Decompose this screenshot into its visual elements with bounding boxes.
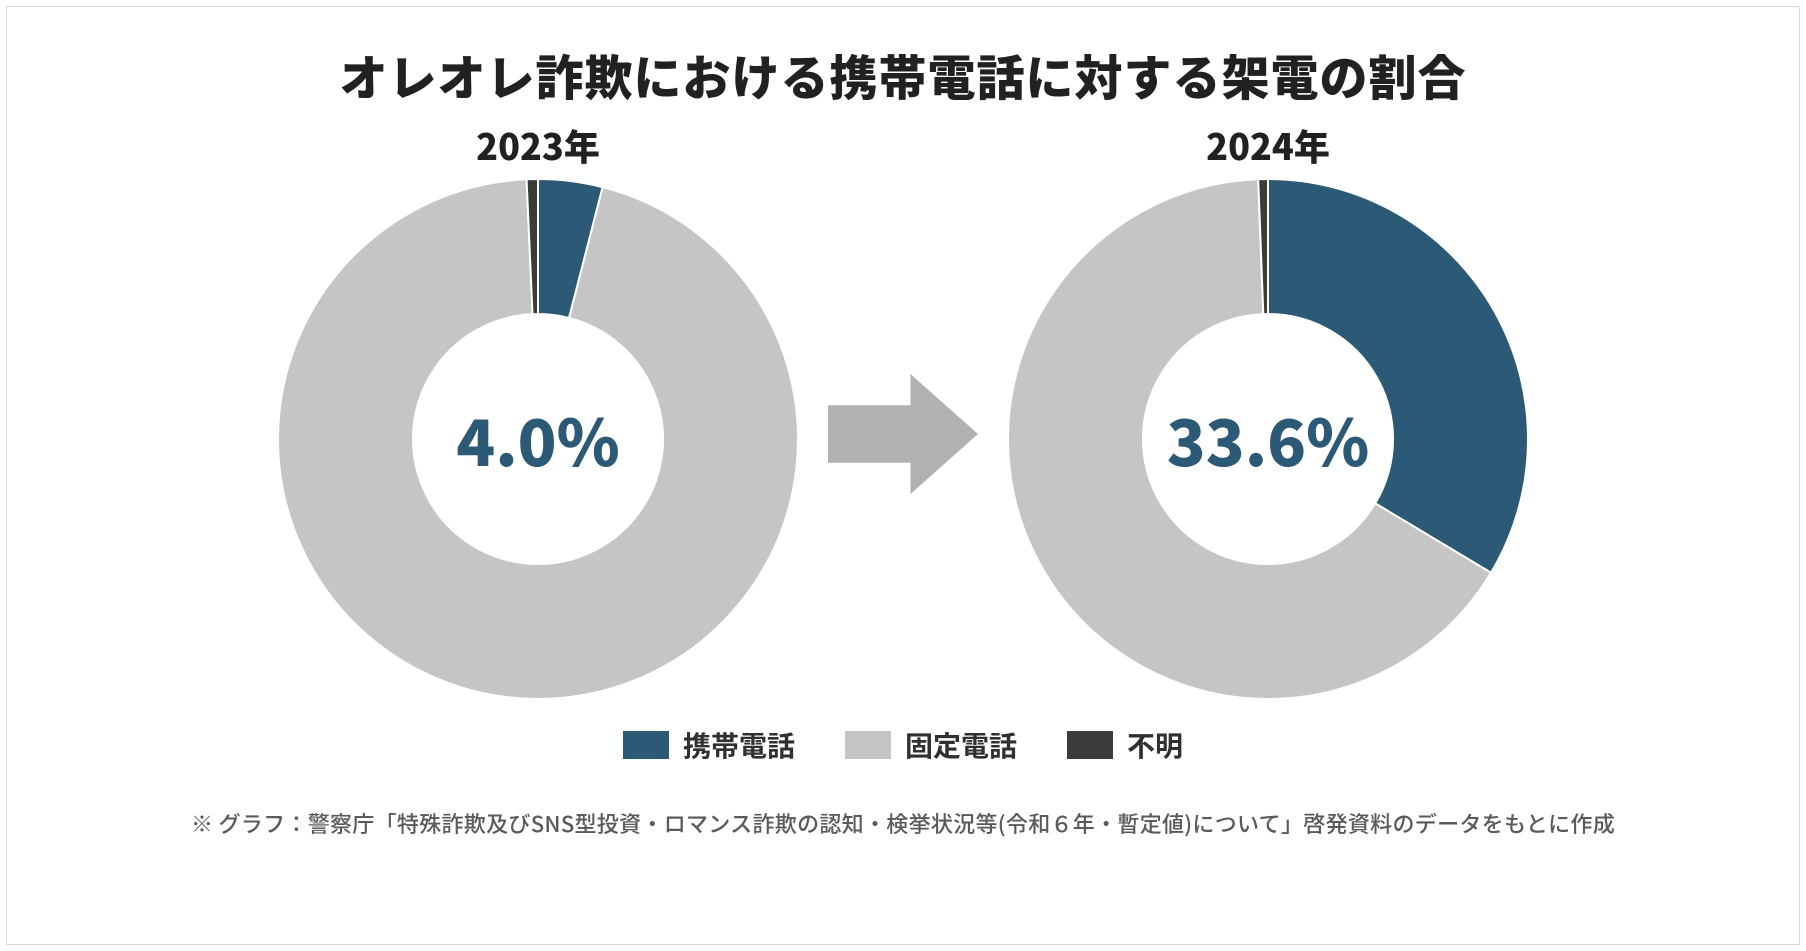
legend: 携帯電話 固定電話 不明 [623, 725, 1183, 765]
arrow-icon [828, 374, 978, 494]
chart-2023: 2023年 4.0% [278, 119, 798, 699]
legend-item-unknown: 不明 [1067, 725, 1183, 765]
chart-2024: 2024年 33.6% [1008, 119, 1528, 699]
legend-item-mobile: 携帯電話 [623, 725, 795, 765]
donut-center-value-2024: 33.6% [1008, 179, 1528, 699]
legend-swatch-fixed [845, 731, 891, 759]
legend-item-fixed: 固定電話 [845, 725, 1017, 765]
donut-2023: 4.0% [278, 179, 798, 699]
legend-label-unknown: 不明 [1127, 725, 1183, 765]
chart-frame: オレオレ詐欺における携帯電話に対する架電の割合 2023年 4.0% 2024年… [6, 6, 1800, 945]
legend-swatch-unknown [1067, 731, 1113, 759]
chart-title: オレオレ詐欺における携帯電話に対する架電の割合 [339, 39, 1466, 109]
legend-swatch-mobile [623, 731, 669, 759]
charts-row: 2023年 4.0% 2024年 33.6% [278, 119, 1528, 699]
donut-2024: 33.6% [1008, 179, 1528, 699]
chart-year-label-2024: 2024年 [1206, 119, 1330, 171]
chart-year-label-2023: 2023年 [476, 119, 600, 171]
source-note: ※ グラフ：警察庁「特殊詐欺及びSNS型投資・ロマンス詐欺の認知・検挙状況等(令… [191, 807, 1615, 839]
legend-label-mobile: 携帯電話 [683, 725, 795, 765]
donut-center-value-2023: 4.0% [278, 179, 798, 699]
legend-label-fixed: 固定電話 [905, 725, 1017, 765]
arrow-icon [828, 374, 978, 494]
